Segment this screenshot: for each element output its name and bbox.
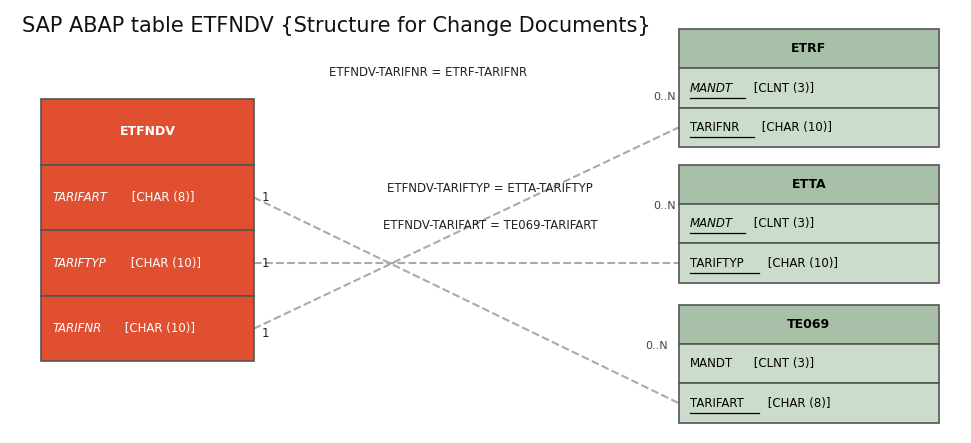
Text: MANDT: MANDT [690, 82, 733, 94]
FancyBboxPatch shape [679, 165, 939, 204]
Text: ETFNDV-TARIFNR = ETRF-TARIFNR: ETFNDV-TARIFNR = ETRF-TARIFNR [328, 66, 526, 79]
Text: 1: 1 [261, 256, 269, 269]
Text: 0..N: 0..N [645, 341, 667, 351]
Text: [CHAR (10)]: [CHAR (10)] [764, 256, 838, 269]
FancyBboxPatch shape [679, 204, 939, 243]
Text: MANDT: MANDT [690, 357, 733, 370]
Text: [CHAR (10)]: [CHAR (10)] [127, 256, 201, 269]
FancyBboxPatch shape [679, 344, 939, 383]
Text: ETRF: ETRF [791, 42, 826, 55]
Text: ETFNDV: ETFNDV [119, 125, 176, 138]
Text: SAP ABAP table ETFNDV {Structure for Change Documents}: SAP ABAP table ETFNDV {Structure for Cha… [22, 16, 651, 36]
Text: [CLNT (3)]: [CLNT (3)] [751, 82, 815, 94]
FancyBboxPatch shape [679, 29, 939, 68]
Text: [CHAR (10)]: [CHAR (10)] [121, 322, 195, 335]
Text: 1: 1 [261, 191, 269, 204]
Text: TARIFART: TARIFART [690, 396, 744, 409]
FancyBboxPatch shape [42, 165, 253, 230]
Text: TE069: TE069 [787, 318, 830, 331]
Text: TARIFNR: TARIFNR [53, 322, 102, 335]
FancyBboxPatch shape [42, 296, 253, 361]
Text: TARIFTYP: TARIFTYP [53, 256, 107, 269]
Text: TARIFNR: TARIFNR [690, 121, 740, 134]
Text: [CLNT (3)]: [CLNT (3)] [751, 357, 815, 370]
FancyBboxPatch shape [42, 99, 253, 165]
FancyBboxPatch shape [679, 383, 939, 423]
FancyBboxPatch shape [679, 243, 939, 283]
Text: [CHAR (8)]: [CHAR (8)] [764, 396, 830, 409]
Text: [CHAR (10)]: [CHAR (10)] [758, 121, 832, 134]
FancyBboxPatch shape [679, 305, 939, 344]
Text: ETFNDV-TARIFTYP = ETTA-TARIFTYP: ETFNDV-TARIFTYP = ETTA-TARIFTYP [387, 182, 593, 195]
FancyBboxPatch shape [679, 108, 939, 147]
Text: [CHAR (8)]: [CHAR (8)] [128, 191, 195, 204]
Text: 1: 1 [261, 326, 269, 339]
Text: 0..N: 0..N [653, 92, 676, 102]
FancyBboxPatch shape [679, 68, 939, 108]
Text: ETTA: ETTA [791, 178, 826, 191]
Text: [CLNT (3)]: [CLNT (3)] [751, 217, 815, 230]
Text: MANDT: MANDT [690, 217, 733, 230]
Text: ETFNDV-TARIFART = TE069-TARIFART: ETFNDV-TARIFART = TE069-TARIFART [383, 219, 598, 233]
Text: TARIFTYP: TARIFTYP [690, 256, 744, 269]
FancyBboxPatch shape [42, 230, 253, 296]
Text: 0..N: 0..N [653, 201, 676, 211]
Text: TARIFART: TARIFART [53, 191, 108, 204]
